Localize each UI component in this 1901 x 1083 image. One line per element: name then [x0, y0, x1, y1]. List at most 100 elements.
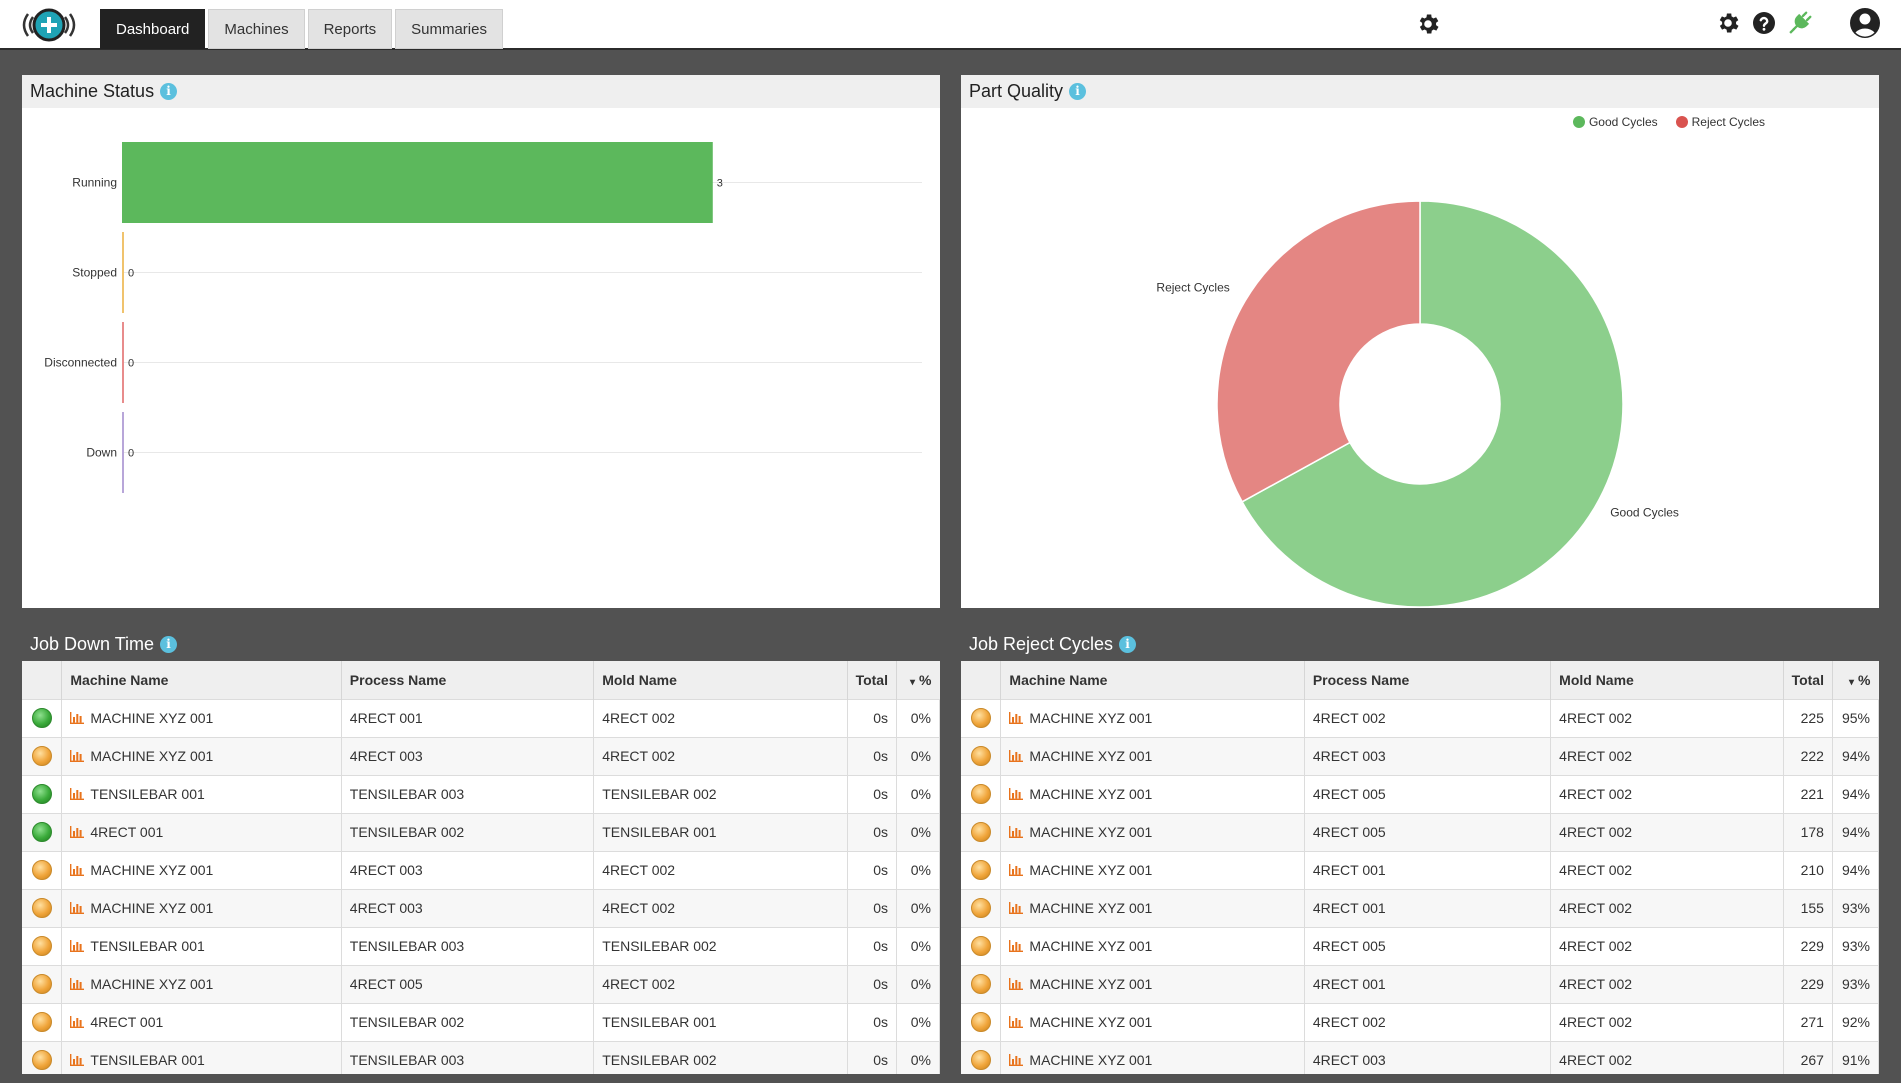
machine-name-text[interactable]: MACHINE XYZ 001: [1029, 862, 1153, 878]
machine-name-text[interactable]: MACHINE XYZ 001: [1029, 786, 1153, 802]
bar-chart-icon[interactable]: [70, 940, 85, 952]
bar-chart-icon[interactable]: [1009, 978, 1024, 990]
machine-name-text[interactable]: TENSILEBAR 001: [90, 786, 205, 802]
table-row[interactable]: MACHINE XYZ 001 4RECT 005 4RECT 002 229 93%: [961, 926, 1879, 965]
bar-chart-icon[interactable]: [70, 788, 85, 800]
bar-chart-icon[interactable]: [70, 978, 85, 990]
slice-good-cycles[interactable]: [1241, 200, 1624, 608]
table-row[interactable]: TENSILEBAR 001 TENSILEBAR 003 TENSILEBAR 0…: [22, 1040, 940, 1074]
machine-name-cell[interactable]: MACHINE XYZ 001: [1000, 1040, 1305, 1074]
table-row[interactable]: MACHINE XYZ 001 4RECT 005 4RECT 002 0s 0%: [22, 964, 940, 1003]
machine-name-text[interactable]: MACHINE XYZ 001: [90, 976, 214, 992]
gear-icon[interactable]: [1415, 11, 1441, 37]
table-row[interactable]: MACHINE XYZ 001 4RECT 003 4RECT 002 267 91%: [961, 1040, 1879, 1074]
machine-name-cell[interactable]: MACHINE XYZ 001: [1000, 812, 1305, 851]
machine-name-text[interactable]: MACHINE XYZ 001: [90, 900, 214, 916]
legend-item-good[interactable]: Good Cycles: [1572, 115, 1658, 129]
legend-item-reject[interactable]: Reject Cycles: [1675, 115, 1765, 129]
bar-chart-icon[interactable]: [70, 1016, 85, 1028]
bar-chart-icon[interactable]: [1009, 1054, 1024, 1067]
column-header-process-name[interactable]: Process Name: [341, 661, 595, 699]
machine-name-cell[interactable]: MACHINE XYZ 001: [1000, 964, 1305, 1003]
table-row[interactable]: MACHINE XYZ 001 4RECT 002 4RECT 002 225 95%: [961, 698, 1879, 737]
column-header-machine-name[interactable]: Machine Name: [1000, 661, 1305, 699]
table-row[interactable]: MACHINE XYZ 001 4RECT 005 4RECT 002 221 94%: [961, 774, 1879, 813]
tab-reports[interactable]: Reports: [307, 9, 393, 49]
machine-name-cell[interactable]: MACHINE XYZ 001: [1000, 1002, 1305, 1041]
tab-summaries[interactable]: Summaries: [395, 9, 503, 49]
column-header-mold-name[interactable]: Mold Name: [593, 661, 848, 699]
bar-chart-icon[interactable]: [1009, 750, 1024, 762]
machine-name-cell[interactable]: MACHINE XYZ 001: [1000, 698, 1305, 737]
bar-chart-icon[interactable]: [1009, 864, 1024, 876]
bar-chart-icon[interactable]: [70, 902, 85, 914]
machine-name-cell[interactable]: TENSILEBAR 001: [61, 774, 342, 813]
table-row[interactable]: MACHINE XYZ 001 4RECT 003 4RECT 002 222 94%: [961, 736, 1879, 775]
machine-name-text[interactable]: MACHINE XYZ 001: [90, 748, 214, 764]
table-row[interactable]: TENSILEBAR 001 TENSILEBAR 003 TENSILEBAR 0…: [22, 774, 940, 813]
table-row[interactable]: MACHINE XYZ 001 4RECT 001 4RECT 002 0s 0%: [22, 698, 940, 737]
bar-down[interactable]: [122, 412, 124, 493]
column-header-mold-name[interactable]: Mold Name: [1550, 661, 1784, 699]
bar-chart-icon[interactable]: [1009, 788, 1024, 800]
column-header-percent[interactable]: ▾%: [1832, 661, 1879, 699]
bar-chart-icon[interactable]: [70, 864, 85, 876]
table-row[interactable]: MACHINE XYZ 001 4RECT 005 4RECT 002 178 94%: [961, 812, 1879, 851]
table-row[interactable]: MACHINE XYZ 001 4RECT 003 4RECT 002 0s 0%: [22, 736, 940, 775]
machine-name-cell[interactable]: TENSILEBAR 001: [61, 1040, 342, 1074]
machine-name-cell[interactable]: 4RECT 001: [61, 812, 342, 851]
bar-chart-icon[interactable]: [1009, 902, 1024, 914]
bar-chart-icon[interactable]: [70, 750, 85, 762]
machine-name-text[interactable]: MACHINE XYZ 001: [90, 710, 214, 726]
machine-name-cell[interactable]: MACHINE XYZ 001: [1000, 926, 1305, 965]
bar-chart-icon[interactable]: [1009, 826, 1024, 838]
column-header-machine-name[interactable]: Machine Name: [61, 661, 342, 699]
table-row[interactable]: MACHINE XYZ 001 4RECT 002 4RECT 002 271 92%: [961, 1002, 1879, 1041]
table-row[interactable]: MACHINE XYZ 001 4RECT 001 4RECT 002 155 93%: [961, 888, 1879, 927]
info-icon[interactable]: i: [160, 83, 178, 100]
bar-chart-icon[interactable]: [70, 826, 85, 838]
bar-disconnected[interactable]: [122, 322, 124, 403]
info-icon[interactable]: i: [160, 636, 178, 653]
table-row[interactable]: MACHINE XYZ 001 4RECT 001 4RECT 002 210 94%: [961, 850, 1879, 889]
table-row[interactable]: MACHINE XYZ 001 4RECT 003 4RECT 002 0s 0%: [22, 850, 940, 889]
machine-name-cell[interactable]: MACHINE XYZ 001: [61, 964, 342, 1003]
machine-name-cell[interactable]: MACHINE XYZ 001: [61, 850, 342, 889]
plug-icon[interactable]: [1786, 9, 1814, 37]
info-icon[interactable]: i: [1069, 83, 1087, 100]
bar-chart-icon[interactable]: [1009, 940, 1024, 952]
column-header-total[interactable]: Total: [847, 661, 897, 699]
bar-chart-icon[interactable]: [1009, 712, 1024, 724]
machine-name-text[interactable]: 4RECT 001: [90, 1014, 164, 1030]
machine-name-cell[interactable]: MACHINE XYZ 001: [61, 698, 342, 737]
machine-name-cell[interactable]: MACHINE XYZ 001: [61, 736, 342, 775]
machine-name-text[interactable]: MACHINE XYZ 001: [90, 862, 214, 878]
user-account-icon[interactable]: [1849, 7, 1881, 39]
machine-name-cell[interactable]: MACHINE XYZ 001: [1000, 888, 1305, 927]
machine-name-text[interactable]: MACHINE XYZ 001: [1029, 824, 1153, 840]
column-header-percent[interactable]: ▾%: [896, 661, 940, 699]
bar-running[interactable]: [122, 142, 713, 223]
machine-name-text[interactable]: MACHINE XYZ 001: [1029, 748, 1153, 764]
info-icon[interactable]: i: [1119, 636, 1137, 653]
column-header-process-name[interactable]: Process Name: [1304, 661, 1552, 699]
bar-chart-icon[interactable]: [70, 1054, 85, 1067]
table-row[interactable]: 4RECT 001 TENSILEBAR 002 TENSILEBAR 001 0s 0…: [22, 1002, 940, 1041]
machine-name-cell[interactable]: MACHINE XYZ 001: [1000, 774, 1305, 813]
machine-name-text[interactable]: TENSILEBAR 001: [90, 938, 205, 954]
machine-name-text[interactable]: MACHINE XYZ 001: [1029, 900, 1153, 916]
bar-stopped[interactable]: [122, 232, 124, 313]
slice-reject-cycles[interactable]: [1216, 200, 1421, 503]
machine-name-text[interactable]: MACHINE XYZ 001: [1029, 1014, 1153, 1030]
machine-name-text[interactable]: MACHINE XYZ 001: [1029, 976, 1153, 992]
machine-name-text[interactable]: 4RECT 001: [90, 824, 164, 840]
table-row[interactable]: 4RECT 001 TENSILEBAR 002 TENSILEBAR 001 0s 0…: [22, 812, 940, 851]
machine-name-text[interactable]: TENSILEBAR 001: [90, 1052, 205, 1069]
table-row[interactable]: MACHINE XYZ 001 4RECT 001 4RECT 002 229 93%: [961, 964, 1879, 1003]
machine-name-text[interactable]: MACHINE XYZ 001: [1029, 710, 1153, 726]
gear-icon[interactable]: [1715, 10, 1741, 36]
machine-name-text[interactable]: MACHINE XYZ 001: [1029, 1052, 1153, 1069]
machine-name-cell[interactable]: 4RECT 001: [61, 1002, 342, 1041]
table-row[interactable]: TENSILEBAR 001 TENSILEBAR 003 TENSILEBAR 0…: [22, 926, 940, 965]
bar-chart-icon[interactable]: [70, 712, 85, 724]
